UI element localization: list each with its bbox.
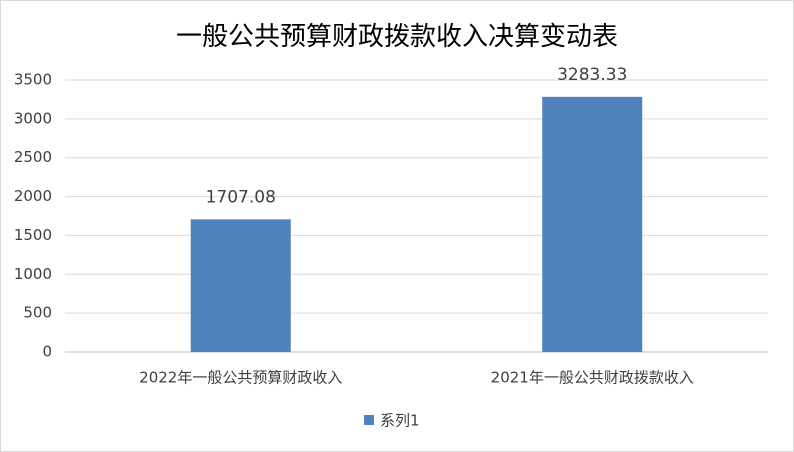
y-tick-label: 500 bbox=[23, 304, 52, 322]
data-label: 3283.33 bbox=[557, 65, 627, 85]
y-tick-label: 1000 bbox=[14, 265, 52, 283]
y-tick-label: 3000 bbox=[14, 109, 52, 127]
y-tick-label: 1500 bbox=[14, 226, 52, 244]
legend-label: 系列1 bbox=[380, 412, 420, 430]
data-label: 1707.08 bbox=[206, 187, 276, 207]
bar bbox=[190, 219, 291, 352]
chart-title: 一般公共预算财政拨款收入决算变动表 bbox=[176, 22, 618, 52]
legend-swatch bbox=[364, 415, 374, 425]
y-tick-label: 2500 bbox=[14, 148, 52, 166]
y-tick-label: 0 bbox=[42, 343, 52, 361]
y-tick-label: 2000 bbox=[14, 187, 52, 205]
x-tick-label: 2021年一般公共财政拨款收入 bbox=[491, 369, 694, 387]
bar bbox=[542, 96, 643, 353]
x-tick-label: 2022年一般公共预算财政收入 bbox=[139, 369, 342, 387]
y-tick-label: 3500 bbox=[14, 71, 52, 89]
